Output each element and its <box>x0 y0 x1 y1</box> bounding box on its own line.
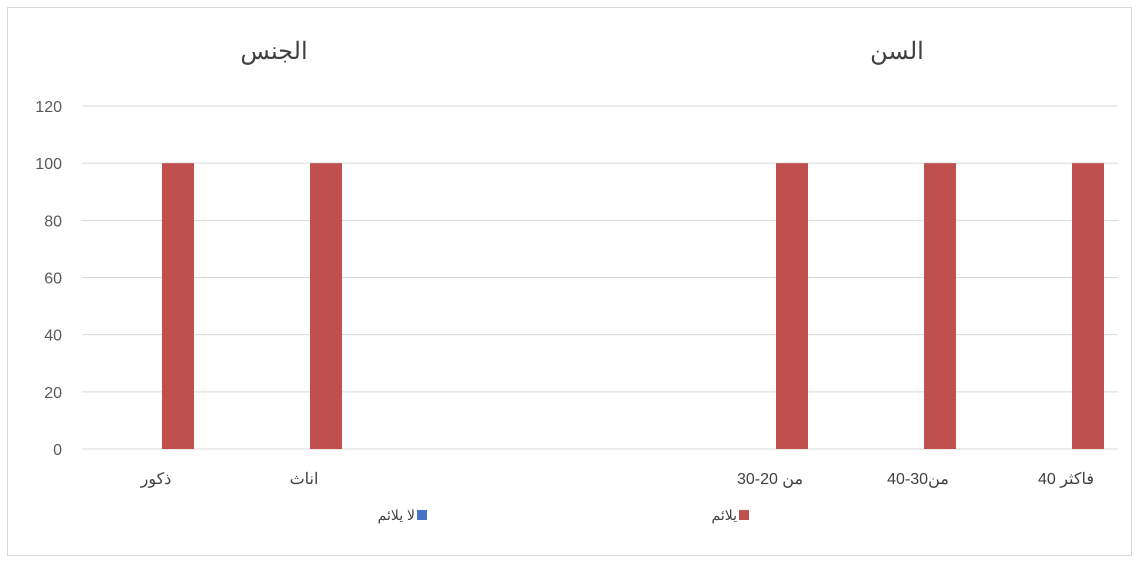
bar-suitable <box>162 163 194 449</box>
y-tick-label: 40 <box>44 328 62 345</box>
y-tick-label: 20 <box>44 385 62 402</box>
legend-label-not-suitable: لا يلائم <box>378 507 415 524</box>
x-category-label: من30-40 <box>887 471 949 488</box>
legend-swatch-suitable <box>739 510 749 520</box>
bar-suitable <box>310 163 342 449</box>
y-tick-label: 120 <box>35 99 62 116</box>
x-category-label: 40 فاكثر <box>1038 471 1094 488</box>
x-category-label: اناث <box>290 471 319 488</box>
group-title-gender: الجنس <box>240 38 307 65</box>
group-title-age: السن <box>870 38 924 65</box>
x-category-label: ذكور <box>140 471 172 488</box>
legend: لا يلائم يلائم <box>378 507 749 524</box>
y-tick-label: 0 <box>53 442 62 459</box>
legend-item-suitable: يلائم <box>712 507 749 524</box>
legend-item-not-suitable: لا يلائم <box>378 507 427 524</box>
y-tick-label: 60 <box>44 271 62 288</box>
bars <box>162 163 1104 449</box>
y-tick-label: 80 <box>44 213 62 230</box>
bar-suitable <box>1072 163 1104 449</box>
bar-suitable <box>776 163 808 449</box>
legend-swatch-not-suitable <box>417 510 427 520</box>
gridlines <box>82 105 1118 450</box>
legend-label-suitable: يلائم <box>712 507 738 524</box>
category-labels: ذكور اناث من 20-30 من30-40 40 فاكثر <box>140 471 1094 488</box>
y-axis-ticks: 0 20 40 60 80 100 120 <box>35 99 62 459</box>
y-tick-label: 100 <box>35 156 62 173</box>
x-category-label: من 20-30 <box>737 471 803 488</box>
bar-suitable <box>924 163 956 449</box>
